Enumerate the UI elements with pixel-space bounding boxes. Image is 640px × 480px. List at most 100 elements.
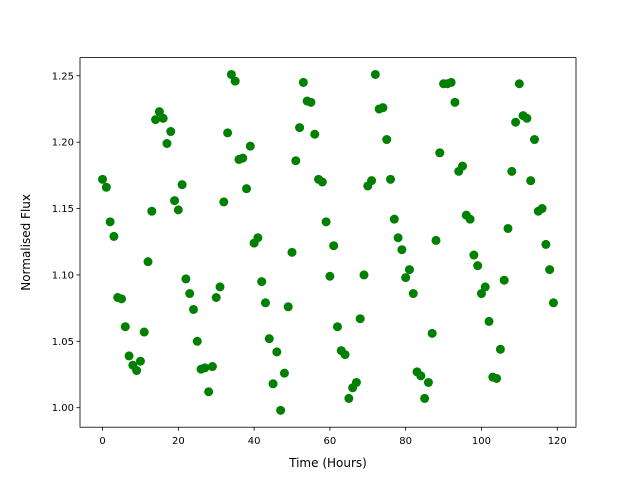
scatter-point — [268, 379, 278, 389]
scatter-point — [272, 347, 282, 357]
scatter-point — [382, 135, 392, 145]
x-tick-label: 0 — [99, 436, 105, 447]
scatter-point — [101, 182, 111, 192]
scatter-point — [355, 314, 365, 324]
scatter-point — [435, 148, 445, 158]
scatter-point — [404, 265, 414, 275]
scatter-point — [132, 366, 142, 376]
scatter-point — [204, 387, 214, 397]
scatter-point — [541, 239, 551, 249]
x-tick-label: 120 — [548, 436, 567, 447]
axes-frame — [79, 57, 577, 428]
scatter-point — [359, 270, 369, 280]
x-tick-label: 100 — [472, 436, 491, 447]
scatter-point — [465, 214, 475, 224]
scatter-point — [389, 214, 399, 224]
scatter-point — [473, 261, 483, 271]
scatter-point — [295, 123, 305, 133]
scatter-point — [397, 245, 407, 255]
scatter-point — [253, 233, 263, 243]
scatter-point — [537, 204, 547, 214]
scatter-point — [287, 247, 297, 257]
scatter-point — [325, 271, 335, 281]
scatter-point — [279, 368, 289, 378]
scatter-point — [260, 298, 270, 308]
scatter-point — [484, 316, 494, 326]
scatter-point — [238, 153, 248, 163]
scatter-point — [188, 304, 198, 314]
scatter-point — [446, 77, 456, 87]
scatter-point — [226, 69, 236, 79]
scatter-point — [492, 373, 502, 383]
scatter-point — [420, 393, 430, 403]
scatter-point — [219, 197, 229, 207]
scatter-point — [276, 405, 286, 415]
scatter-point — [245, 141, 255, 151]
scatter-point — [476, 289, 486, 299]
scatter-point — [230, 76, 240, 86]
scatter-point — [151, 115, 161, 125]
scatter-point — [393, 233, 403, 243]
scatter-point — [370, 69, 380, 79]
scatter-point — [215, 282, 225, 292]
scatter-point — [306, 97, 316, 107]
scatter-point — [545, 265, 555, 275]
scatter-point — [386, 174, 396, 184]
scatter-point — [105, 217, 115, 227]
scatter-point — [514, 79, 524, 89]
scatter-point — [329, 241, 339, 251]
scatter-point — [242, 184, 252, 194]
scatter-point — [192, 336, 202, 346]
scatter-point — [177, 180, 187, 190]
scatter-point — [495, 344, 505, 354]
scatter-point — [139, 327, 149, 337]
x-tick-label: 40 — [248, 436, 261, 447]
scatter-point — [511, 117, 521, 127]
scatter-point — [530, 135, 540, 145]
scatter-point — [135, 356, 145, 366]
scatter-point — [344, 393, 354, 403]
scatter-point — [170, 196, 180, 206]
scatter-point — [427, 328, 437, 338]
y-tick-label: 1.00 — [52, 403, 74, 414]
scatter-point — [211, 292, 221, 302]
scatter-point — [207, 362, 217, 372]
scatter-point — [109, 231, 119, 241]
scatter-point — [158, 113, 168, 123]
scatter-point — [264, 334, 274, 344]
x-tick-label: 80 — [399, 436, 412, 447]
scatter-point — [401, 273, 411, 283]
y-tick-label: 1.05 — [52, 337, 74, 348]
scatter-point — [257, 277, 267, 287]
scatter-point — [154, 107, 164, 117]
scatter-point — [162, 138, 172, 148]
scatter-point — [332, 322, 342, 332]
scatter-point — [507, 166, 517, 176]
scatter-point — [548, 298, 558, 308]
scatter-point — [223, 128, 233, 138]
scatter-point — [480, 282, 490, 292]
y-tick-label: 1.20 — [52, 138, 74, 149]
scatter-point — [166, 127, 176, 137]
scatter-point — [120, 322, 130, 332]
scatter-point — [298, 77, 308, 87]
scatter-point — [181, 274, 191, 284]
scatter-point — [340, 350, 350, 360]
scatter-point — [367, 176, 377, 186]
scatter-point — [173, 205, 183, 215]
scatter-point — [185, 289, 195, 299]
scatter-point — [450, 97, 460, 107]
x-tick-label: 60 — [324, 436, 337, 447]
x-tick-label: 20 — [172, 436, 185, 447]
scatter-point — [116, 294, 126, 304]
scatter-point — [408, 289, 418, 299]
scatter-point — [499, 275, 509, 285]
y-tick-label: 1.25 — [52, 71, 74, 82]
scatter-point — [321, 217, 331, 227]
scatter-point — [469, 250, 479, 260]
scatter-point — [291, 156, 301, 166]
scatter-point — [98, 174, 108, 184]
scatter-point — [458, 161, 468, 171]
